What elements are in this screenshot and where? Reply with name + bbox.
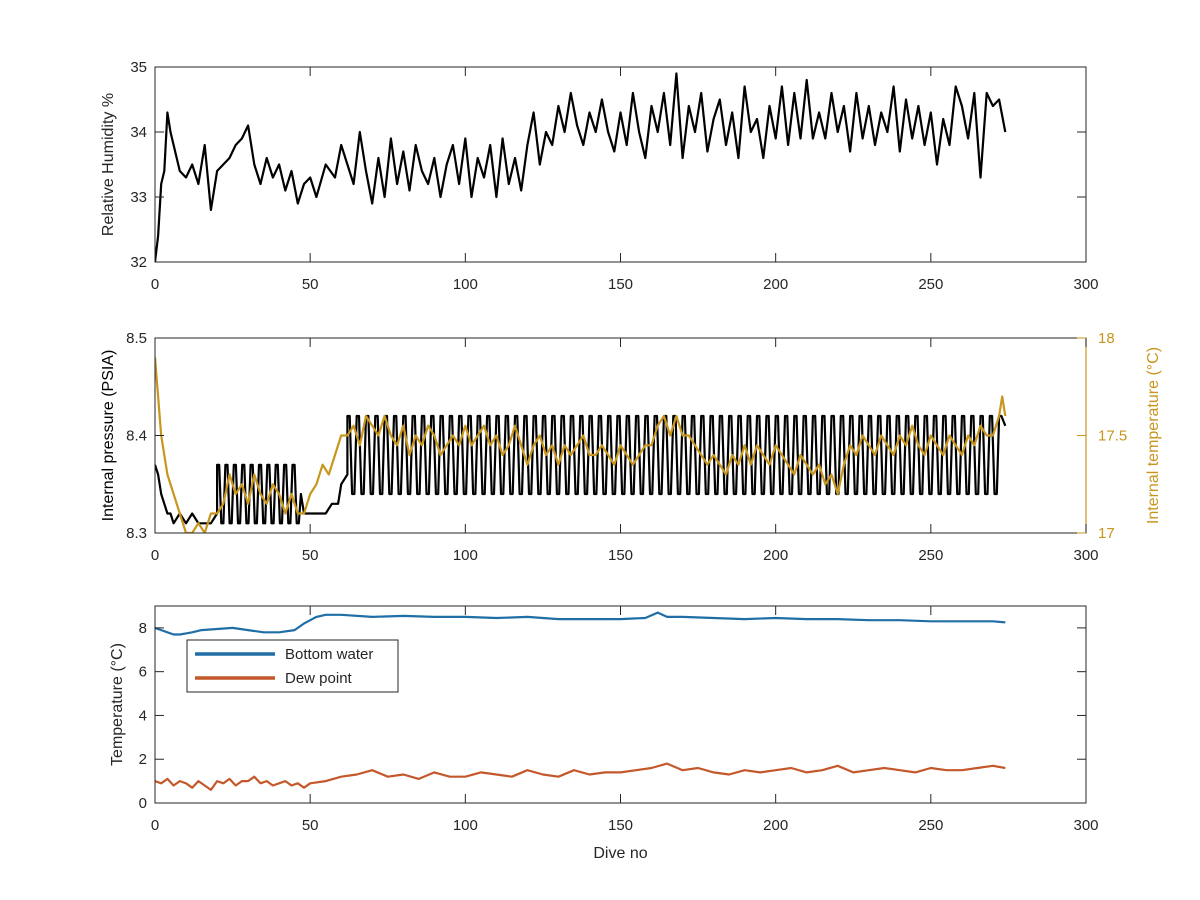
y-tick-label: 34 — [130, 124, 147, 141]
x-tick-label: 0 — [151, 817, 159, 834]
right-tick-label: 17 — [1098, 525, 1115, 542]
x-tick-label: 200 — [763, 276, 788, 293]
x-tick-label: 300 — [1073, 817, 1098, 834]
y-tick-label: 0 — [139, 795, 147, 812]
y-tick-label: 6 — [139, 664, 147, 681]
x-tick-label: 100 — [453, 276, 478, 293]
legend-label: Bottom water — [285, 646, 373, 663]
y-tick-label: 35 — [130, 59, 147, 76]
series-1-line — [155, 414, 1007, 525]
y-tick-label: 4 — [139, 707, 147, 724]
x-tick-label: 300 — [1073, 276, 1098, 293]
x-tick-label: 150 — [608, 276, 633, 293]
series-2-line — [155, 357, 1007, 533]
panel-2: 0 50 100 150 200 250 300 8.3 8.4 8.5 17 17.5 18 Inter… — [100, 330, 1162, 564]
x-axis-label: Dive no — [593, 845, 647, 862]
x-tick-label: 100 — [453, 817, 478, 834]
y-axis-label: Temperature (°C) — [109, 643, 126, 766]
y-tick-label: 8.5 — [126, 330, 147, 347]
x-tick-label: 250 — [918, 547, 943, 564]
right-tick-label: 17.5 — [1098, 428, 1127, 445]
x-tick-label: 50 — [302, 547, 319, 564]
legend-label: Dew point — [285, 670, 353, 687]
x-tick-label: 0 — [151, 276, 159, 293]
right-axis-label: Internal temperature (°C) — [1145, 347, 1162, 524]
legend-box — [186, 639, 399, 693]
x-tick-label: 250 — [918, 817, 943, 834]
x-tick-label: 100 — [453, 547, 478, 564]
x-tick-label: 0 — [151, 547, 159, 564]
axes-box — [154, 66, 1087, 263]
x-tick-label: 200 — [763, 817, 788, 834]
y-tick-label: 2 — [139, 751, 147, 768]
dew-point-line — [155, 762, 1006, 791]
y-tick-label: 33 — [130, 189, 147, 206]
y-axis-label: Internal pressure (PSIA) — [100, 350, 117, 522]
y-axis-label: Relative Humidity % — [100, 93, 117, 236]
y-tick-label: 32 — [130, 254, 147, 271]
x-tick-label: 50 — [302, 817, 319, 834]
right-tick-label: 18 — [1098, 330, 1115, 347]
series-1-line — [155, 72, 1007, 262]
x-tick-label: 50 — [302, 276, 319, 293]
x-tick-label: 150 — [608, 547, 633, 564]
y-tick-label: 8.3 — [126, 525, 147, 542]
x-tick-label: 200 — [763, 547, 788, 564]
y-tick-label: 8 — [139, 620, 147, 637]
series-group — [155, 72, 1007, 262]
panel-1: 0 50 100 150 200 250 300 32 33 34 35 Relative Humid… — [100, 59, 1099, 293]
series-group — [155, 611, 1006, 791]
panel-3: 0 50 100 150 200 250 300 0 2 4 6 8 Temperature (°C) D… — [109, 605, 1099, 862]
series-group — [155, 357, 1007, 533]
x-tick-label: 300 — [1073, 547, 1098, 564]
y-tick-label: 8.4 — [126, 428, 147, 445]
x-tick-label: 250 — [918, 276, 943, 293]
bottom-water-line — [155, 611, 1006, 636]
legend: Bottom water Dew point — [186, 639, 399, 693]
x-tick-label: 150 — [608, 817, 633, 834]
